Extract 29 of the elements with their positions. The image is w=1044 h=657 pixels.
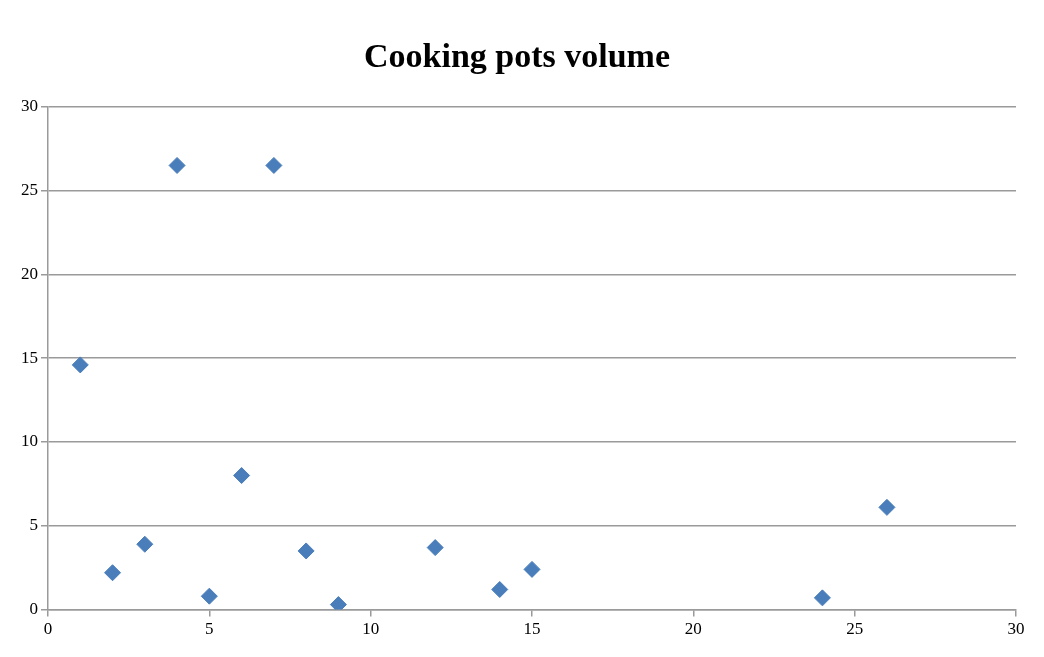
point (491, 580, 509, 598)
chart-title: Cooking pots volume (363, 37, 671, 75)
point (813, 589, 831, 607)
y-tick-label: 25 (21, 180, 38, 200)
y-tick-label: 15 (21, 347, 38, 367)
x-tick-label: 10 (362, 619, 380, 639)
y-tick-label: 20 (21, 263, 38, 283)
point (136, 535, 154, 553)
point (200, 587, 218, 605)
x-tick-label: 5 (205, 619, 214, 639)
x-tick-label: 30 (1007, 619, 1025, 639)
point (233, 467, 251, 485)
y-tick-label: 30 (21, 96, 38, 116)
point (426, 539, 444, 557)
y-tick-label: 0 (29, 599, 38, 619)
point (297, 542, 315, 560)
point (265, 156, 283, 174)
x-tick-label: 15 (523, 619, 541, 639)
point (878, 498, 896, 516)
point (329, 596, 347, 610)
x-tick-label: 25 (846, 619, 864, 639)
x-tick-label: 20 (684, 619, 702, 639)
point (168, 156, 186, 174)
y-tick-label: 5 (29, 515, 38, 535)
point (71, 356, 89, 374)
x-tick-label: 0 (43, 619, 53, 639)
point (104, 564, 122, 582)
y-tick-label: 10 (21, 431, 38, 451)
point (523, 560, 541, 578)
